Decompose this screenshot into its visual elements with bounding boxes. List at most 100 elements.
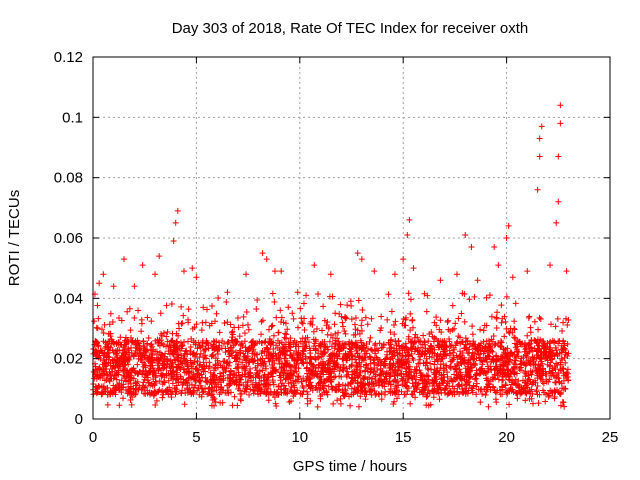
data-point [349,378,356,385]
data-point [486,381,493,388]
data-point [387,329,394,336]
data-point [150,346,157,353]
data-point [451,385,458,392]
data-point [543,370,550,377]
data-point [248,377,255,384]
data-point [555,340,562,347]
data-point [286,343,293,350]
data-point [100,271,107,278]
data-point [210,378,217,385]
data-point [413,386,420,393]
data-point [228,329,235,336]
data-point [115,364,122,371]
data-point [261,382,268,389]
data-point [131,283,138,290]
data-point [183,347,190,354]
data-point [250,374,257,381]
y-tick-label: 0.04 [54,290,83,307]
data-point [372,350,379,357]
data-point [560,337,567,344]
data-point [203,306,210,313]
data-point [152,390,159,397]
data-point [284,372,291,379]
data-point [448,341,455,348]
data-point [312,365,319,372]
data-point [231,393,238,400]
data-point [172,385,179,392]
data-point [307,397,314,404]
data-point [367,334,374,341]
data-point [94,325,101,332]
data-point [490,374,497,381]
data-point [535,400,542,407]
data-point [168,300,175,307]
data-point [449,326,456,333]
data-point [298,378,305,385]
data-point [184,363,191,370]
data-point [404,231,411,238]
data-point [319,384,326,391]
data-point [560,385,567,392]
data-point [277,377,284,384]
data-point [459,389,466,396]
data-point [132,379,139,386]
data-point [429,349,436,356]
data-point [282,320,289,327]
data-point [278,268,285,275]
data-point [502,346,509,353]
data-point [455,333,462,340]
data-point [93,339,100,346]
data-point [181,366,188,373]
data-point [236,333,243,340]
data-point [204,391,211,398]
data-point [430,394,437,401]
data-point [322,361,329,368]
data-point [462,371,469,378]
data-point [392,389,399,396]
data-point [555,198,562,205]
data-point [440,379,447,386]
data-point [90,368,97,375]
data-point [152,271,159,278]
data-point [259,317,266,324]
data-point [272,367,279,374]
data-point [214,351,221,358]
data-point [248,338,255,345]
data-point [170,349,177,356]
data-point [233,379,240,386]
data-point [344,302,351,309]
data-point [528,345,535,352]
data-point [323,322,330,329]
data-point [483,322,490,329]
data-point [509,329,516,336]
data-point [181,339,188,346]
data-point [339,366,346,373]
data-point [555,153,562,160]
data-point [324,318,331,325]
data-point [336,310,343,317]
data-point [493,324,500,331]
data-point [462,345,469,352]
data-point [128,344,135,351]
data-point [283,331,290,338]
data-point [95,315,102,322]
data-point [488,313,495,320]
data-point [147,342,154,349]
data-point [348,374,355,381]
data-point [398,388,405,395]
data-point [387,356,394,363]
data-point [224,319,231,326]
data-point [537,362,544,369]
chart-title: Day 303 of 2018, Rate Of TEC Index for r… [172,20,529,37]
data-point [114,381,121,388]
data-point [226,351,233,358]
data-point [453,339,460,346]
data-point [120,395,127,402]
data-point [443,382,450,389]
data-point [495,369,502,376]
data-point [104,391,111,398]
data-point [425,387,432,394]
data-point [522,389,529,396]
y-tick-label: 0.06 [54,230,83,247]
data-point [558,380,565,387]
